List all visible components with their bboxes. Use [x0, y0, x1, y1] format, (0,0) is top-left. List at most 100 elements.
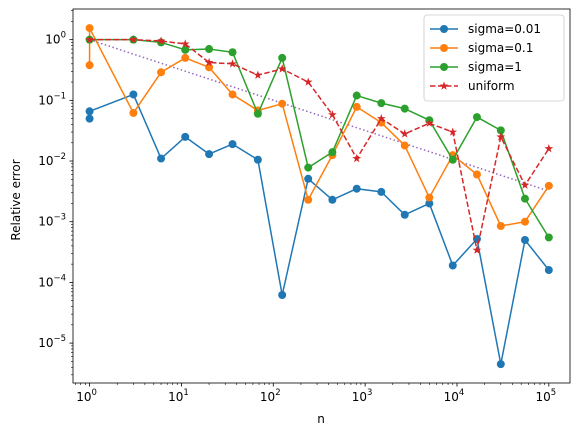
legend-item: sigma=1 [430, 60, 522, 74]
series-sigma-0-1 [85, 24, 553, 231]
data-point [85, 114, 94, 123]
series-uniform [85, 35, 554, 254]
x-tick-label: 102 [260, 388, 281, 404]
data-point [85, 61, 94, 70]
data-point [400, 129, 410, 138]
series-line [88, 93, 550, 365]
data-point [85, 35, 94, 44]
legend-marker [439, 81, 449, 90]
data-point [544, 233, 553, 242]
y-tick-label: 10−1 [38, 91, 66, 107]
data-point [448, 127, 458, 136]
data-point [377, 187, 386, 196]
data-point [278, 291, 287, 300]
y-tick-label: 10−2 [38, 152, 66, 168]
legend-label: sigma=1 [468, 60, 522, 74]
data-point [520, 180, 530, 189]
y-tick-label: 10−5 [38, 334, 66, 350]
legend-marker [440, 63, 448, 71]
data-point [328, 195, 337, 204]
y-tick-label: 10−3 [38, 213, 66, 229]
data-point [520, 217, 529, 226]
data-point [129, 108, 138, 117]
legend-label: sigma=0.01 [468, 22, 541, 36]
data-point [228, 48, 237, 57]
data-point [156, 36, 166, 45]
data-point [181, 45, 190, 54]
data-point [328, 110, 337, 119]
series-line [89, 38, 550, 192]
x-tick-label: 101 [168, 388, 189, 404]
series-reference-line [89, 38, 550, 192]
data-point [228, 90, 237, 99]
data-point [204, 57, 214, 67]
data-point [157, 154, 166, 163]
data-point [205, 45, 214, 54]
y-tick-label: 10−4 [38, 273, 66, 289]
data-point [85, 24, 94, 33]
data-point [228, 140, 237, 149]
series-layer [85, 24, 554, 369]
x-axis: 100 101 102 103 104 105 [75, 383, 556, 404]
legend-label: sigma=0.1 [468, 41, 533, 55]
data-point [352, 184, 361, 193]
data-point [181, 53, 190, 62]
data-point [400, 104, 409, 113]
data-point [85, 107, 94, 116]
data-point [253, 155, 262, 164]
series-line [88, 27, 550, 227]
data-point [448, 155, 457, 164]
data-point [520, 235, 529, 244]
plot-area [72, 8, 571, 384]
data-point [278, 53, 287, 62]
data-point [376, 114, 386, 123]
data-point [472, 170, 481, 179]
legend-marker [440, 25, 448, 33]
data-point [352, 102, 361, 111]
legend-label: uniform [468, 79, 515, 93]
series-sigma-0-01 [85, 90, 553, 369]
data-point [496, 132, 506, 141]
data-point [181, 132, 190, 141]
data-point [352, 153, 362, 163]
data-point [400, 210, 409, 219]
x-tick-label: 105 [535, 388, 556, 404]
legend-item: sigma=0.01 [430, 22, 541, 36]
data-point [496, 126, 505, 135]
data-point [496, 222, 505, 231]
data-point [352, 91, 361, 100]
data-point [180, 39, 190, 48]
x-tick-label: 104 [444, 388, 465, 404]
data-point [400, 141, 409, 150]
data-point [277, 64, 287, 73]
data-point [278, 99, 287, 108]
data-point [425, 193, 434, 202]
data-point [303, 77, 313, 86]
data-point [472, 113, 481, 122]
x-tick-label: 103 [352, 388, 373, 404]
data-point [205, 63, 214, 72]
data-point [129, 35, 138, 44]
y-axis: 10−5 10−4 10−3 10−2 10−1 100 [38, 10, 73, 376]
plot-frame [72, 8, 571, 384]
data-point [253, 109, 262, 118]
legend: sigma=0.01 sigma=0.1 sigma=1 uniform [423, 14, 565, 102]
data-point [328, 148, 337, 157]
legend-item: sigma=0.1 [430, 41, 533, 55]
data-point [129, 90, 138, 99]
data-point [472, 245, 482, 254]
data-point [544, 181, 553, 190]
data-point [424, 118, 434, 127]
data-point [425, 199, 434, 208]
data-point [544, 266, 553, 275]
data-point [544, 144, 554, 153]
data-point [304, 195, 313, 204]
data-point [520, 194, 529, 203]
data-point [304, 163, 313, 172]
data-point [377, 99, 386, 108]
x-tick-label: 100 [76, 388, 97, 404]
data-point [253, 70, 263, 79]
y-axis-label: Relative error [9, 159, 23, 240]
data-point [496, 360, 505, 369]
